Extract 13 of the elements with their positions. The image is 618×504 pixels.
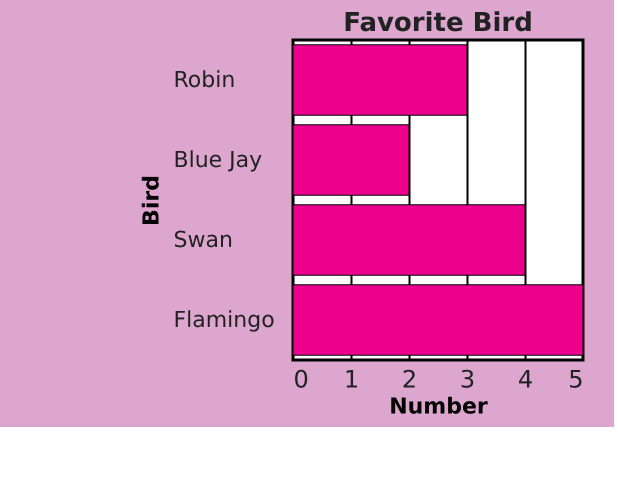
chart-title: Favorite Bird: [343, 8, 533, 38]
x-tick-label: 3: [460, 366, 476, 394]
y-axis-title: Bird: [140, 175, 164, 226]
x-tick-label: 5: [568, 366, 584, 394]
x-tick-label: 1: [344, 366, 360, 394]
y-tick-label: Blue Jay: [174, 148, 262, 173]
y-tick-label: Robin: [174, 68, 236, 93]
x-axis-title: Number: [389, 394, 488, 420]
y-tick-label: Flamingo: [174, 308, 275, 333]
x-tick-label: 4: [518, 366, 534, 394]
x-tick-label: 2: [402, 366, 418, 394]
y-tick-label: Swan: [174, 228, 233, 253]
x-tick-label: 0: [294, 366, 309, 394]
